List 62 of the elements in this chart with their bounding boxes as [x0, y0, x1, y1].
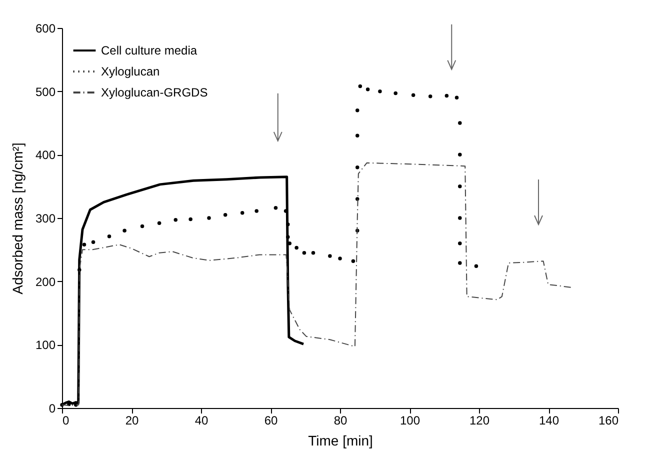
point [358, 84, 362, 88]
point [274, 206, 278, 210]
x-tick-label: 0 [62, 414, 70, 428]
x-tick-label: 100 [400, 414, 420, 428]
point [458, 216, 462, 220]
x-axis-title: Time [min] [308, 432, 373, 448]
legend-label: Cell culture media [101, 44, 198, 58]
point [328, 254, 332, 258]
point [366, 88, 370, 92]
point [394, 91, 398, 96]
point [351, 259, 356, 263]
point [458, 121, 462, 125]
point [107, 234, 112, 238]
point [411, 93, 416, 97]
x-tick-label: 160 [598, 414, 619, 428]
point [207, 216, 211, 220]
point [454, 96, 459, 100]
x-tick-label: 20 [125, 414, 139, 428]
point [286, 235, 290, 239]
y-tick-label: 600 [35, 22, 56, 36]
point [378, 89, 382, 94]
point [458, 241, 462, 246]
legend-label: Xyloglucan [101, 64, 160, 78]
point [356, 108, 360, 112]
y-tick-label: 500 [35, 84, 56, 99]
y-tick-label: 300 [35, 212, 56, 226]
point [458, 261, 462, 265]
point [302, 250, 306, 255]
point [356, 165, 360, 170]
point [458, 152, 462, 157]
point [78, 268, 82, 272]
point [444, 94, 449, 98]
point [223, 212, 228, 217]
x-tick-label: 60 [264, 414, 278, 428]
point [188, 217, 192, 222]
x-tick-label: 140 [538, 414, 560, 428]
y-tick-label: 100 [35, 338, 56, 352]
x-tick-label: 120 [469, 414, 490, 428]
y-axis-title: Adsorbed mass [ng/cm²] [9, 142, 26, 294]
point [428, 94, 432, 98]
x-tick-label: 80 [334, 414, 348, 428]
point [140, 224, 144, 228]
legend-label: Xyloglucan-GRGDS [101, 86, 208, 100]
point [474, 264, 478, 268]
point [254, 209, 258, 213]
point [82, 242, 86, 246]
point [338, 256, 342, 260]
point [286, 222, 290, 226]
point [91, 240, 96, 244]
point [174, 218, 178, 222]
point [240, 211, 244, 215]
line-series [62, 162, 574, 406]
point [356, 134, 360, 138]
point [157, 221, 162, 225]
point [294, 246, 298, 250]
y-tick-label: 400 [35, 148, 56, 162]
y-tick-label: 0 [48, 402, 56, 416]
x-tick-label: 40 [194, 414, 208, 428]
point [122, 228, 126, 233]
y-tick-label: 200 [35, 274, 56, 289]
point [311, 250, 316, 255]
point [458, 184, 462, 188]
